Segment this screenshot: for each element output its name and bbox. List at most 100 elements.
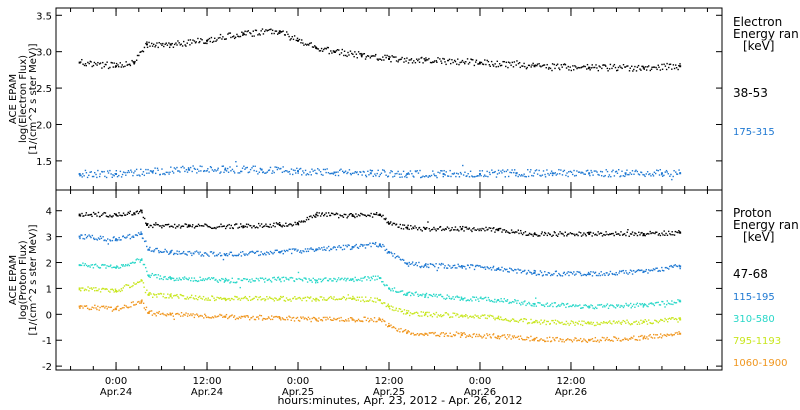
- scatter-point: [411, 313, 413, 315]
- scatter-point: [451, 226, 453, 229]
- scatter-point: [153, 312, 155, 315]
- scatter-point: [677, 333, 679, 335]
- scatter-point: [91, 288, 93, 291]
- scatter-point: [174, 168, 177, 170]
- scatter-point: [156, 223, 158, 226]
- scatter-point: [547, 172, 549, 175]
- scatter-point: [207, 316, 209, 318]
- scatter-point: [400, 310, 402, 313]
- scatter-point: [531, 273, 533, 275]
- scatter-point: [138, 281, 141, 283]
- scatter-point: [217, 37, 220, 39]
- scatter-point: [253, 35, 255, 37]
- scatter-point: [523, 301, 525, 303]
- scatter-point: [97, 289, 99, 292]
- scatter-point: [334, 299, 336, 301]
- scatter-point: [169, 312, 171, 314]
- scatter-point: [516, 336, 518, 339]
- scatter-point: [345, 213, 347, 216]
- scatter-point: [101, 171, 104, 173]
- scatter-point: [493, 317, 495, 319]
- scatter-point: [397, 61, 399, 63]
- scatter-point: [105, 176, 108, 179]
- scatter-point: [535, 297, 537, 299]
- scatter-point: [458, 230, 460, 232]
- scatter-point: [402, 224, 404, 226]
- scatter-point: [560, 304, 562, 306]
- scatter-point: [528, 232, 531, 235]
- scatter-point: [607, 274, 610, 276]
- scatter-point: [663, 174, 665, 177]
- scatter-point: [619, 306, 621, 308]
- scatter-point: [168, 226, 171, 228]
- scatter-point: [665, 266, 667, 269]
- scatter-point: [425, 59, 428, 61]
- scatter-point: [540, 319, 542, 321]
- scatter-point: [614, 336, 616, 339]
- scatter-point: [360, 320, 362, 323]
- scatter-point: [116, 239, 118, 242]
- scatter-point: [236, 281, 238, 283]
- scatter-point: [214, 37, 216, 40]
- scatter-point: [337, 277, 340, 279]
- data-point: [388, 57, 390, 60]
- scatter-point: [383, 169, 385, 172]
- scatter-point: [216, 315, 219, 318]
- scatter-point: [227, 167, 229, 170]
- scatter-point: [157, 293, 159, 295]
- scatter-point: [493, 227, 495, 229]
- scatter-point: [189, 224, 191, 226]
- scatter-point: [675, 66, 678, 69]
- scatter-point: [403, 293, 406, 295]
- scatter-point: [334, 51, 337, 53]
- scatter-point: [420, 228, 422, 231]
- scatter-point: [656, 267, 658, 269]
- legend-title-line: Energy ran: [733, 218, 799, 232]
- scatter-point: [291, 225, 293, 227]
- scatter-point: [371, 319, 373, 321]
- scatter-point: [444, 228, 447, 230]
- scatter-point: [82, 63, 84, 65]
- scatter-point: [426, 227, 428, 229]
- scatter-point: [601, 235, 604, 237]
- scatter-point: [313, 250, 316, 252]
- scatter-point: [402, 228, 405, 230]
- scatter-point: [257, 227, 259, 229]
- scatter-point: [615, 69, 618, 72]
- scatter-point: [135, 234, 137, 236]
- scatter-point: [638, 335, 640, 338]
- scatter-point: [364, 316, 366, 318]
- scatter-point: [227, 33, 229, 35]
- scatter-point: [622, 63, 625, 66]
- scatter-point: [395, 255, 398, 258]
- scatter-point: [354, 51, 356, 53]
- scatter-point: [274, 225, 276, 228]
- scatter-point: [565, 320, 568, 323]
- scatter-point: [143, 174, 146, 177]
- scatter-point: [585, 340, 587, 343]
- scatter-point: [550, 340, 553, 342]
- scatter-point: [172, 277, 175, 280]
- scatter-point: [629, 172, 631, 174]
- scatter-point: [123, 304, 126, 307]
- y-tick-label: 1.5: [36, 157, 52, 168]
- scatter-point: [530, 169, 532, 171]
- scatter-point: [203, 169, 206, 172]
- scatter-point: [298, 220, 300, 223]
- scatter-point: [91, 234, 94, 237]
- scatter-point: [470, 264, 472, 266]
- scatter-point: [463, 230, 465, 232]
- scatter-point: [543, 321, 545, 323]
- scatter-point: [516, 302, 518, 304]
- scatter-point: [386, 305, 389, 307]
- scatter-point: [247, 316, 250, 318]
- scatter-point: [351, 278, 354, 280]
- scatter-point: [578, 320, 580, 323]
- scatter-point: [216, 296, 218, 299]
- scatter-point: [87, 61, 89, 64]
- scatter-point: [390, 251, 392, 254]
- scatter-point: [194, 168, 196, 170]
- scatter-point: [562, 323, 565, 326]
- scatter-point: [261, 319, 264, 321]
- scatter-point: [293, 35, 296, 37]
